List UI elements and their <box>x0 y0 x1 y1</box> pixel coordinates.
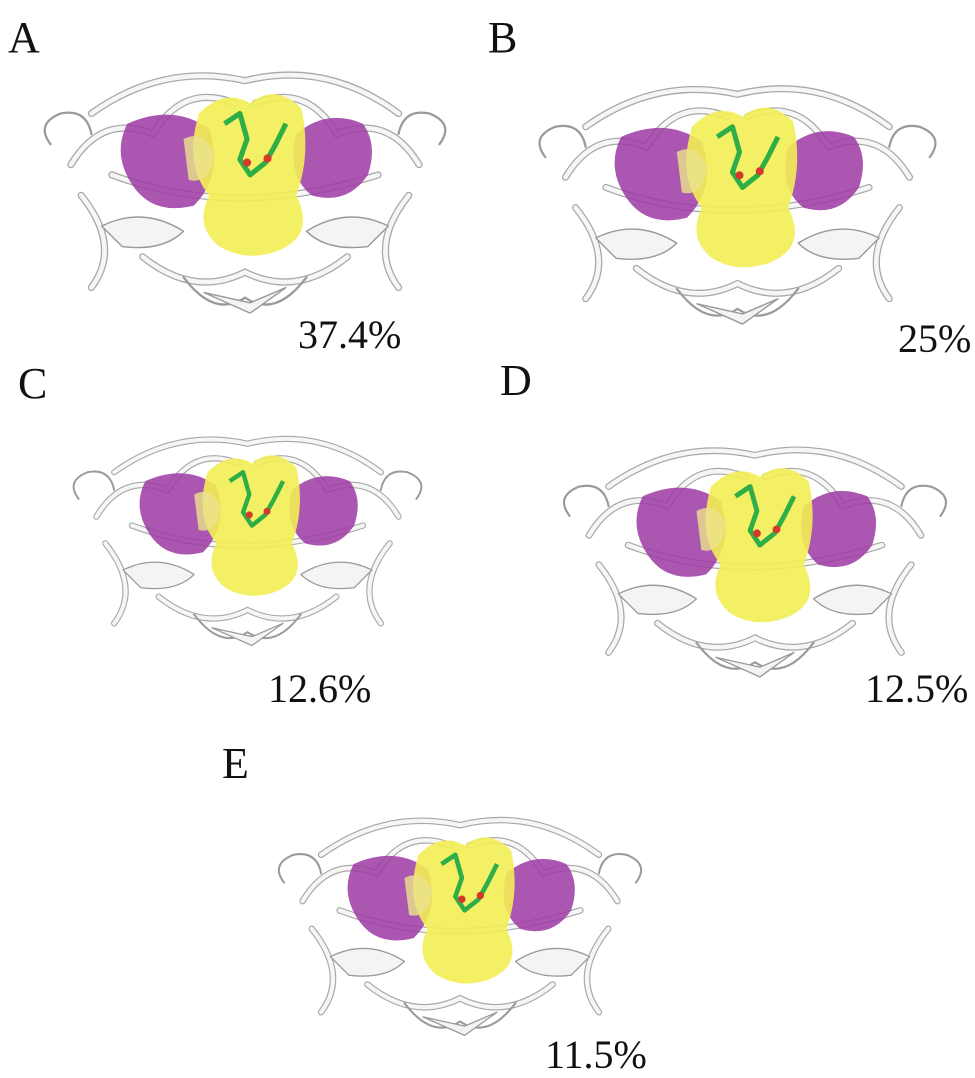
percentage: 11.5% <box>545 1032 647 1077</box>
panel-label: A <box>8 13 40 62</box>
structure-image <box>564 450 946 677</box>
page: {"panels": [ {"label": "A", "percent": "… <box>0 0 975 1078</box>
figure: A 37.4% B 25% C 12.6% D 12.5% E 11.5% <box>0 0 975 1078</box>
percentage: 25% <box>898 316 971 361</box>
panel-label: B <box>488 13 517 62</box>
structure-image <box>540 89 936 324</box>
panel-label: E <box>222 739 249 788</box>
structure-image <box>45 75 446 313</box>
percentage: 37.4% <box>298 312 401 357</box>
structure-image <box>74 439 422 646</box>
percentage: 12.6% <box>268 666 371 711</box>
percentage: 12.5% <box>865 666 968 711</box>
panel-label: D <box>500 356 532 405</box>
panel-label: C <box>18 359 47 408</box>
structure-image <box>279 820 641 1035</box>
